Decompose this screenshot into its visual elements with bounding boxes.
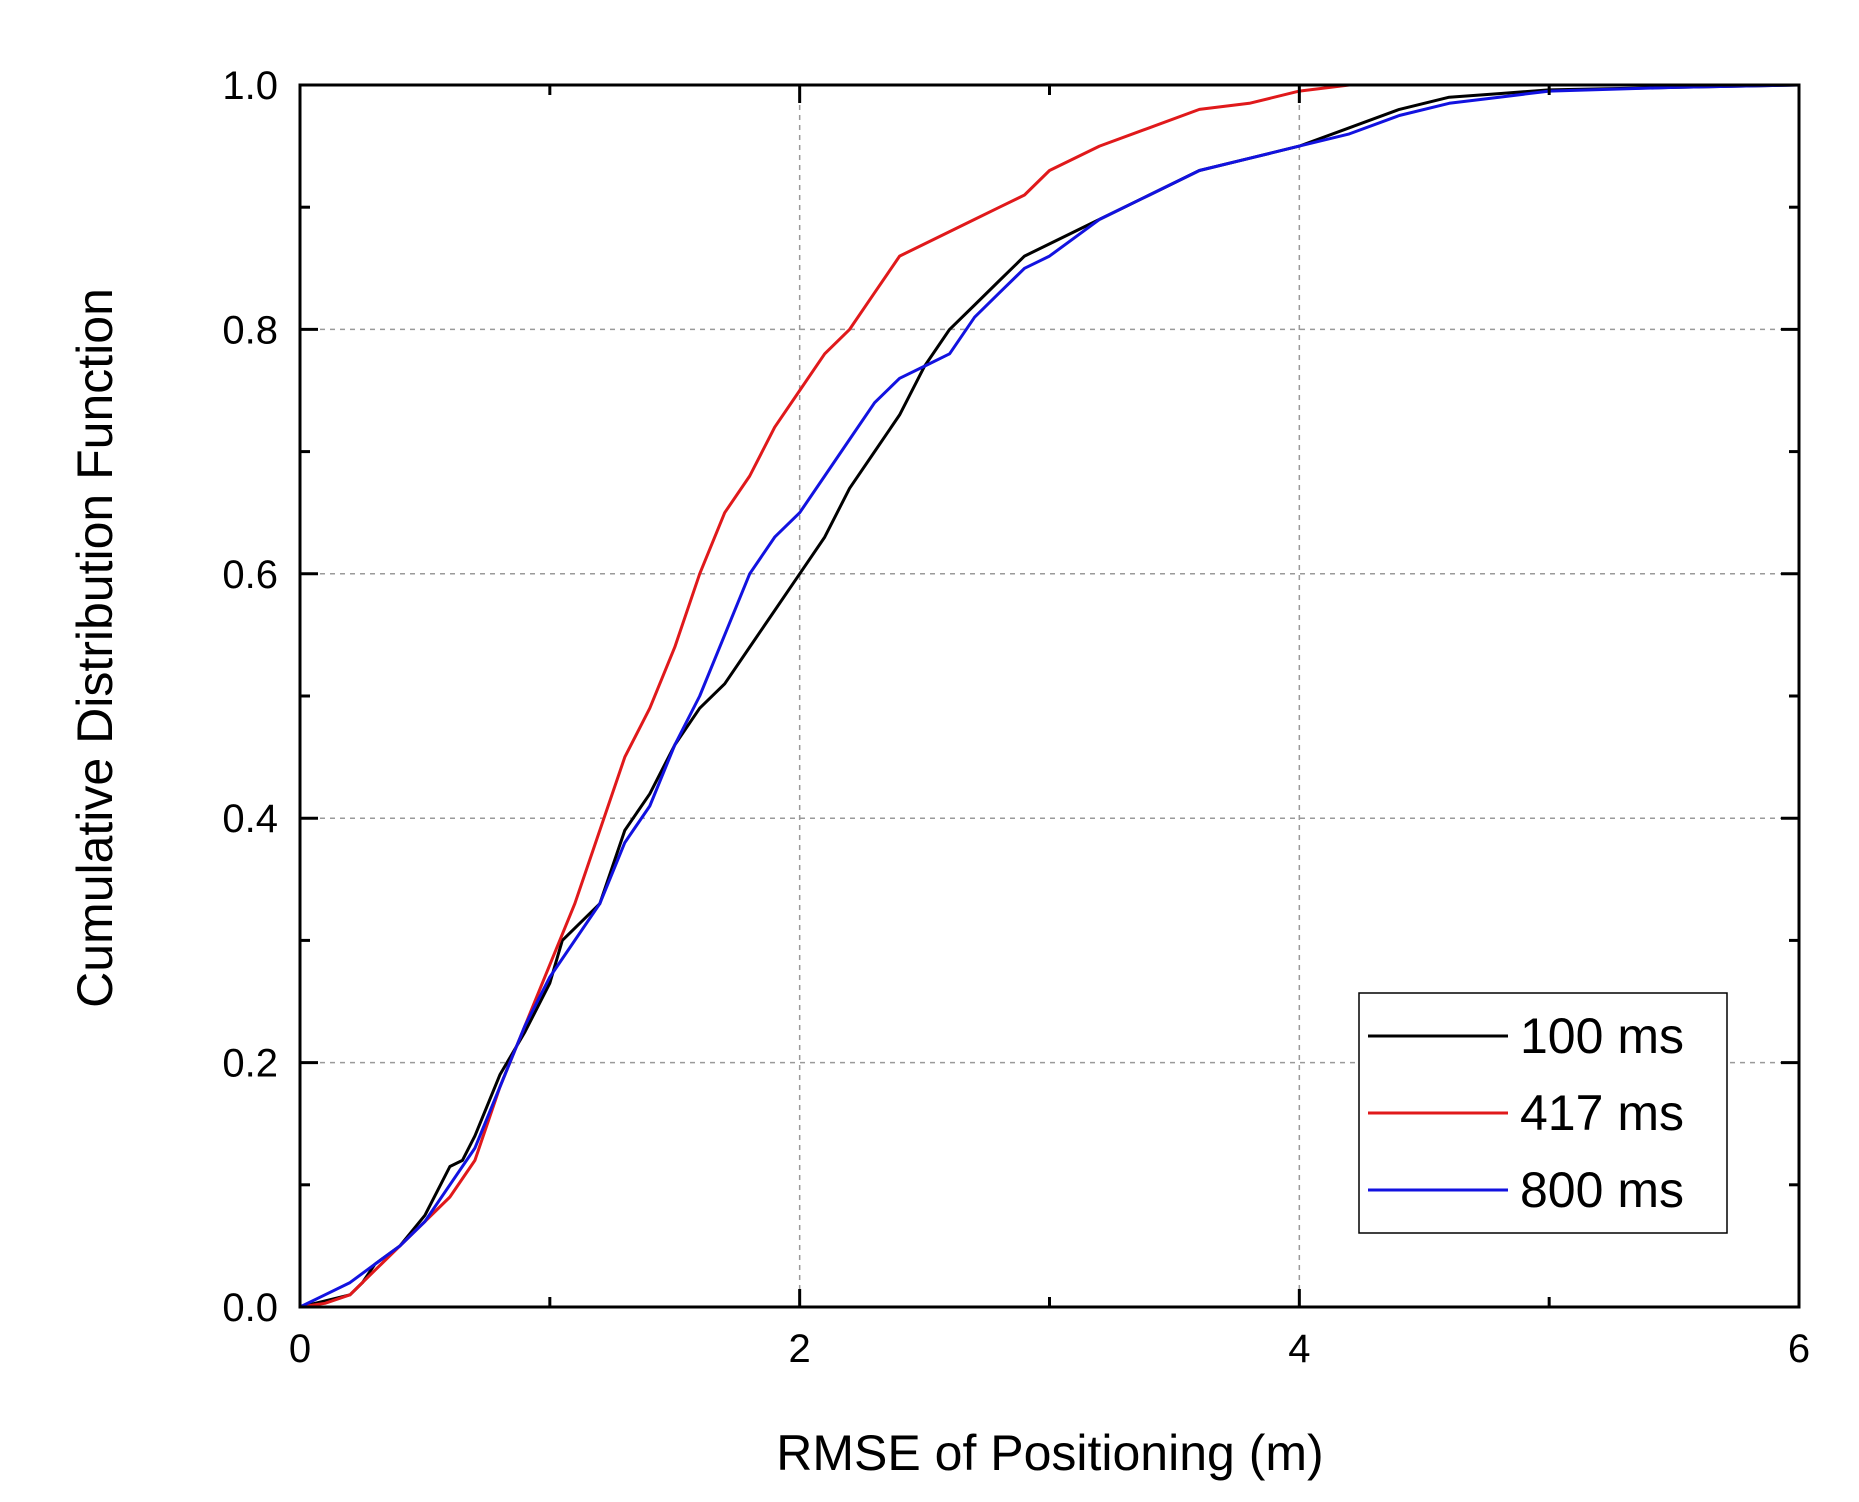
- legend-item-417-ms: 417 ms: [1368, 1085, 1684, 1141]
- y-tick-label-0-2: 0.2: [222, 1042, 278, 1086]
- x-tick-label-6: 6: [1788, 1327, 1810, 1371]
- legend-label-100-ms: 100 ms: [1520, 1008, 1684, 1064]
- labels-layer: RMSE of Positioning (m) Cumulative Distr…: [67, 288, 1324, 1481]
- y-tick-label-0-4: 0.4: [222, 797, 278, 841]
- y-tick-label-1: 1.0: [222, 64, 278, 108]
- x-tick-label-4: 4: [1288, 1327, 1310, 1371]
- x-tick-label-0: 0: [289, 1327, 311, 1371]
- legend-label-800-ms: 800 ms: [1520, 1162, 1684, 1218]
- grid-layer: [300, 85, 1799, 1307]
- x-tick-label-2: 2: [789, 1327, 811, 1371]
- axes-layer: 0 2 4 6 0.0 0.2 0.4 0.6 0.8 1.0: [222, 64, 1810, 1371]
- legend-item-800-ms: 800 ms: [1368, 1162, 1684, 1218]
- y-axis-title: Cumulative Distribution Function: [67, 288, 123, 1008]
- legend: 100 ms 417 ms 800 ms: [1358, 992, 1728, 1234]
- series-line-417-ms: [298, 83, 1801, 1309]
- y-tick-label-0: 0.0: [222, 1286, 278, 1330]
- legend-label-417-ms: 417 ms: [1520, 1085, 1684, 1141]
- y-tick-label-0-8: 0.8: [222, 308, 278, 352]
- y-tick-label-0-6: 0.6: [222, 553, 278, 597]
- series-line-800-ms: [298, 83, 1801, 1309]
- x-axis-title: RMSE of Positioning (m): [776, 1425, 1323, 1481]
- legend-item-100-ms: 100 ms: [1368, 1008, 1684, 1064]
- series-layer: [298, 83, 1801, 1309]
